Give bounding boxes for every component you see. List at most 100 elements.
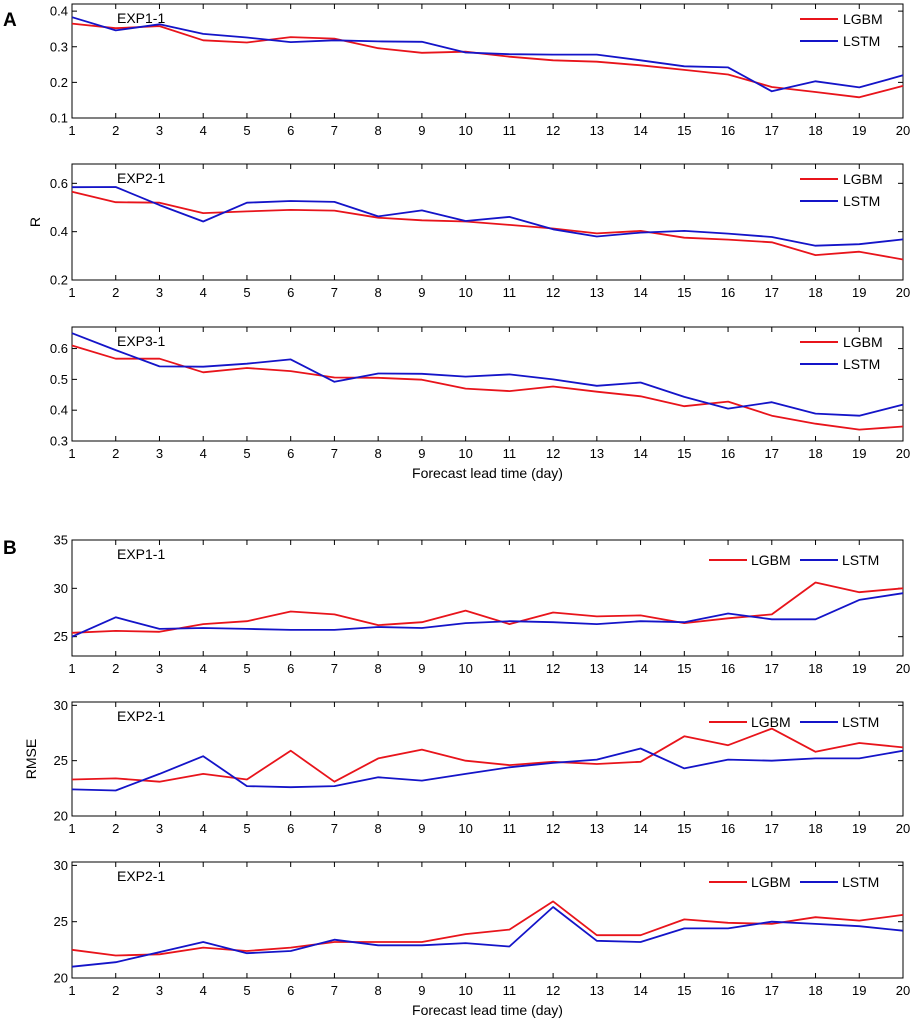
x-tick-label: 18 [808,123,822,138]
x-tick-label: 11 [503,821,517,836]
x-tick-label: 14 [633,661,647,676]
y-axis-title: RMSE [23,739,39,779]
x-tick-label: 15 [677,983,691,998]
series-line-lgbm [71,344,904,431]
y-tick-label: 25 [54,629,68,644]
x-tick-label: 17 [765,983,779,998]
x-tick-label: 7 [331,983,338,998]
x-tick-label: 7 [331,123,338,138]
y-tick-label: 30 [54,698,68,713]
x-tick-label: 14 [633,983,647,998]
x-tick-label: 16 [721,123,735,138]
x-tick-label: 11 [503,983,517,998]
x-tick-label: 17 [765,285,779,300]
x-tick-label: 1 [68,446,75,461]
x-tick-label: 5 [243,821,250,836]
series-line-lstm [71,332,904,417]
x-tick-label: 4 [200,983,207,998]
legend-label-lgbm: LGBM [751,714,791,730]
x-tick-label: 7 [331,661,338,676]
plot-frame [71,701,904,817]
x-tick-label: 14 [633,285,647,300]
legend: LGBM LSTM [709,714,879,730]
x-tick-label: 12 [546,983,560,998]
x-tick-label: 19 [852,446,866,461]
x-tick-label: 5 [243,285,250,300]
series-line-lstm [71,186,904,247]
subplot-3: 1 2 3 4 5 6 7 8 9 10 11 12 13 14 15 16 17 18 19 200.30.40.5… [50,326,910,481]
y-tick-label: 0.2 [50,75,68,90]
x-tick-label: 17 [765,661,779,676]
y-axis-title: R [27,217,43,227]
x-tick-label: 15 [677,661,691,676]
x-tick-label: 10 [458,661,472,676]
series-line-lgbm [71,727,904,783]
x-tick-label: 2 [112,446,119,461]
x-tick-label: 13 [590,446,604,461]
series-line-lgbm [71,581,904,634]
x-tick-label: 15 [677,285,691,300]
x-tick-label: 6 [287,983,294,998]
series-line-lstm [71,16,904,93]
x-tick-label: 3 [156,821,163,836]
x-axis-title: Forecast lead time (day) [412,1002,563,1018]
x-tick-label: 18 [808,446,822,461]
x-tick-label: 6 [287,446,294,461]
y-tick-label: 0.5 [50,372,68,387]
x-tick-label: 16 [721,983,735,998]
x-tick-label: 4 [200,661,207,676]
x-tick-label: 9 [418,983,425,998]
panel-label-a: A [3,10,17,31]
x-tick-label: 18 [808,285,822,300]
legend: LGBM LSTM [709,874,879,890]
legend-label-lstm: LSTM [843,33,880,49]
x-tick-label: 8 [375,661,382,676]
legend-label-lstm: LSTM [842,552,879,568]
legend-label-lgbm: LGBM [843,171,883,187]
x-tick-label: 8 [375,446,382,461]
legend: LGBM LSTM [800,171,883,209]
x-tick-label: 5 [243,983,250,998]
x-tick-label: 16 [721,285,735,300]
x-tick-label: 12 [546,446,560,461]
plot-frame [71,3,904,119]
x-tick-label: 4 [200,123,207,138]
y-tick-label: 30 [54,581,68,596]
subplot-5: 1 2 3 4 5 6 7 8 9 10 11 12 13 14 15 16 17 18 19 20202530EXP… [23,698,910,836]
y-tick-label: 0.4 [50,403,68,418]
legend-label-lgbm: LGBM [751,552,791,568]
subplots: 1 2 3 4 5 6 7 8 9 10 11 12 13 14 15 16 17 18 19 200.10.20.3… [23,3,910,1018]
legend-label-lstm: LSTM [843,356,880,372]
x-tick-label: 2 [112,285,119,300]
x-tick-label: 8 [375,821,382,836]
x-tick-label: 6 [287,285,294,300]
subplot-title: EXP2-1 [117,708,165,724]
x-tick-label: 6 [287,821,294,836]
x-tick-label: 17 [765,821,779,836]
x-tick-label: 12 [546,821,560,836]
y-tick-label: 0.4 [50,224,68,239]
x-tick-label: 12 [546,123,560,138]
subplot-title: EXP2-1 [117,170,165,186]
x-tick-label: 9 [418,446,425,461]
x-tick-label: 20 [896,983,910,998]
y-tick-label: 20 [54,971,68,986]
x-tick-label: 1 [68,661,75,676]
legend-label-lgbm: LGBM [843,334,883,350]
x-tick-label: 7 [331,446,338,461]
legend: LGBM LSTM [800,11,883,49]
x-axis-title: Forecast lead time (day) [412,465,563,481]
x-tick-label: 2 [112,123,119,138]
y-tick-label: 0.6 [50,176,68,191]
y-tick-label: 0.1 [50,111,68,126]
x-tick-label: 19 [852,983,866,998]
x-tick-label: 5 [243,446,250,461]
x-tick-label: 19 [852,661,866,676]
legend: LGBM LSTM [800,334,883,372]
x-tick-label: 9 [418,821,425,836]
x-tick-label: 6 [287,661,294,676]
x-tick-label: 11 [503,446,517,461]
y-tick-label: 30 [54,858,68,873]
subplot-title: EXP3-1 [117,333,165,349]
